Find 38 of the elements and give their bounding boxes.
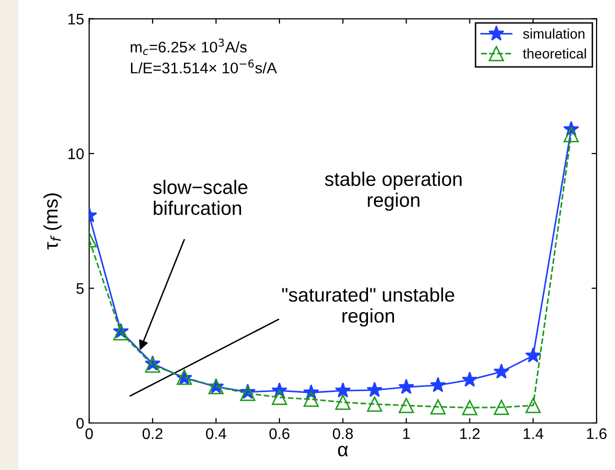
x-axis-title: α: [338, 446, 348, 456]
x-tick-label: 1: [403, 428, 410, 439]
x-tick-label: 1.6: [587, 428, 606, 440]
point: [366, 396, 382, 412]
point: [525, 347, 542, 363]
x-tick-label: 1.2: [460, 428, 480, 439]
y-axis-title: τ$_{f}$ (ms): [43, 193, 62, 250]
y-tick-label: 10: [68, 148, 84, 160]
point: [525, 398, 541, 414]
y-tick-label: 0: [76, 418, 84, 429]
point: [272, 390, 288, 406]
annotation: slow−scale bifurcation: [153, 180, 248, 216]
point: [430, 376, 446, 392]
point: [334, 382, 351, 398]
point: [462, 372, 478, 387]
x-tick-label: 0.6: [269, 428, 290, 440]
point: [304, 392, 319, 407]
x-tick-label: 0: [86, 428, 93, 440]
x-tick-label: 0.4: [206, 428, 226, 440]
annotation: stable operation region: [324, 172, 462, 211]
point: [335, 394, 350, 410]
y-tick-label: 5: [76, 283, 84, 294]
point: [398, 398, 414, 414]
annotation: m$_{c}$=6.25× 10$^{3}$A/s L/E=31.514× 10$^{−6}$s/A: [130, 38, 277, 74]
x-tick-label: 0.2: [142, 428, 162, 440]
point: [462, 400, 478, 416]
x-tick-label: 1.4: [524, 428, 544, 439]
y-tick-label: 15: [68, 14, 84, 24]
point: [430, 399, 446, 414]
annotation: "saturated" unstable region: [282, 287, 454, 327]
point: [494, 400, 510, 416]
legend-label: simulation: [523, 28, 584, 39]
legend-label: theoretical: [522, 48, 586, 59]
point: [493, 363, 510, 379]
point: [564, 127, 579, 142]
point: [398, 378, 414, 394]
x-tick-label: 0.8: [332, 428, 353, 440]
point: [366, 382, 383, 397]
